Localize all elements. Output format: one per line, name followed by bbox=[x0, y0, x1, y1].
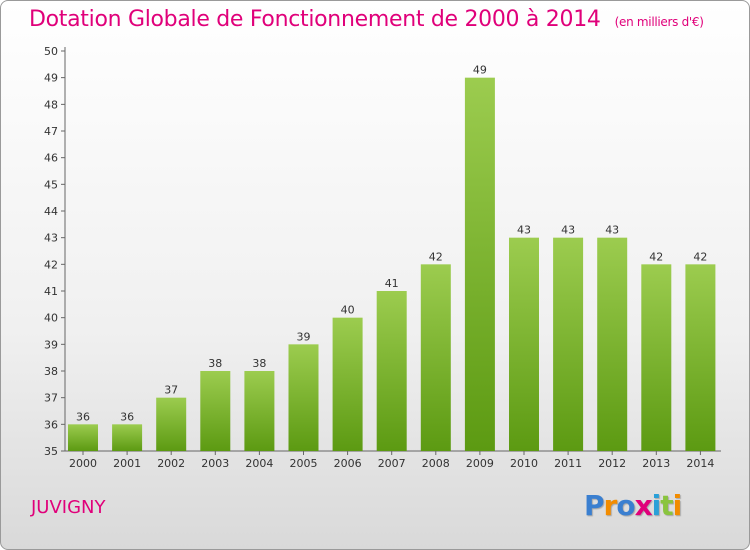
bar-value-label: 39 bbox=[297, 330, 311, 343]
logo-letter: x bbox=[634, 489, 653, 522]
x-tick-label: 2009 bbox=[466, 457, 494, 470]
bar bbox=[244, 371, 275, 451]
chart-title: Dotation Globale de Fonctionnement de 20… bbox=[29, 7, 704, 32]
y-tick-label: 46 bbox=[44, 152, 58, 165]
bar-value-label: 37 bbox=[164, 384, 178, 397]
commune-name: JUVIGNY bbox=[31, 497, 106, 518]
y-tick-label: 44 bbox=[44, 205, 58, 218]
y-tick-label: 43 bbox=[44, 232, 58, 245]
y-tick-label: 35 bbox=[44, 445, 58, 458]
y-tick-label: 48 bbox=[44, 98, 58, 111]
y-tick-label: 42 bbox=[44, 258, 58, 271]
x-tick-label: 2001 bbox=[113, 457, 141, 470]
bar-value-label: 41 bbox=[385, 277, 399, 290]
logo-letter: i bbox=[672, 489, 683, 522]
bars-group: 36 36 37 38 38 39 40 41 42 49 43 43 43 42 42 bbox=[68, 64, 716, 452]
y-tick-label: 45 bbox=[44, 178, 58, 191]
bar-value-label: 36 bbox=[76, 410, 90, 423]
bar bbox=[553, 237, 584, 451]
chart-subtitle: (en milliers d'€) bbox=[614, 15, 704, 29]
logo-letter: r bbox=[603, 489, 618, 522]
x-axis: 2000 2001 2002 2003 2004 2005 2006 2007 2008 2009… bbox=[69, 451, 714, 470]
bar bbox=[112, 424, 143, 451]
logo-letter: i bbox=[651, 489, 662, 522]
x-tick-label: 2012 bbox=[598, 457, 626, 470]
bar-value-label: 42 bbox=[693, 250, 707, 263]
logo-letter: t bbox=[660, 489, 673, 522]
y-tick-label: 50 bbox=[44, 45, 58, 58]
x-tick-label: 2014 bbox=[686, 457, 714, 470]
x-tick-label: 2010 bbox=[510, 457, 538, 470]
y-axis: 35 36 37 38 39 40 41 42 43 44 45 46 47 48 49 50 bbox=[44, 45, 721, 458]
bar-value-label: 42 bbox=[649, 250, 663, 263]
bar bbox=[464, 77, 495, 452]
bar bbox=[641, 264, 672, 451]
bar bbox=[420, 264, 451, 451]
bar bbox=[68, 424, 98, 451]
chart-title-text: Dotation Globale de Fonctionnement de 20… bbox=[29, 7, 601, 32]
y-tick-label: 39 bbox=[44, 338, 58, 351]
x-tick-label: 2008 bbox=[422, 457, 450, 470]
bar-value-label: 36 bbox=[120, 410, 134, 423]
bar bbox=[200, 371, 231, 451]
bar-value-label: 40 bbox=[341, 304, 355, 317]
x-tick-label: 2007 bbox=[378, 457, 406, 470]
bar-value-label: 49 bbox=[473, 64, 487, 77]
logo-letter: P bbox=[584, 489, 605, 522]
x-tick-label: 2000 bbox=[69, 457, 97, 470]
bar-value-label: 43 bbox=[605, 224, 619, 237]
y-tick-label: 47 bbox=[44, 125, 58, 138]
y-tick-label: 49 bbox=[44, 72, 58, 85]
x-tick-label: 2013 bbox=[642, 457, 670, 470]
logo-letter: o bbox=[616, 489, 635, 522]
x-tick-label: 2003 bbox=[201, 457, 229, 470]
bar bbox=[156, 397, 187, 451]
x-tick-label: 2002 bbox=[157, 457, 185, 470]
bar bbox=[376, 291, 407, 451]
bar-value-label: 43 bbox=[517, 224, 531, 237]
y-tick-label: 40 bbox=[44, 312, 58, 325]
bar bbox=[288, 344, 319, 451]
x-tick-label: 2005 bbox=[290, 457, 318, 470]
proxiti-logo: Proxiti bbox=[584, 489, 683, 522]
y-tick-label: 36 bbox=[44, 418, 58, 431]
bar bbox=[685, 264, 716, 451]
bar-value-label: 38 bbox=[252, 357, 266, 370]
bar bbox=[597, 237, 628, 451]
y-tick-label: 37 bbox=[44, 392, 58, 405]
x-tick-label: 2006 bbox=[334, 457, 362, 470]
bar-value-label: 38 bbox=[208, 357, 222, 370]
bar bbox=[332, 317, 363, 451]
bar bbox=[509, 237, 539, 451]
y-tick-label: 38 bbox=[44, 365, 58, 378]
x-tick-label: 2004 bbox=[245, 457, 273, 470]
bar-value-label: 42 bbox=[429, 250, 443, 263]
x-tick-label: 2011 bbox=[554, 457, 582, 470]
y-tick-label: 41 bbox=[44, 285, 58, 298]
bar-value-label: 43 bbox=[561, 224, 575, 237]
